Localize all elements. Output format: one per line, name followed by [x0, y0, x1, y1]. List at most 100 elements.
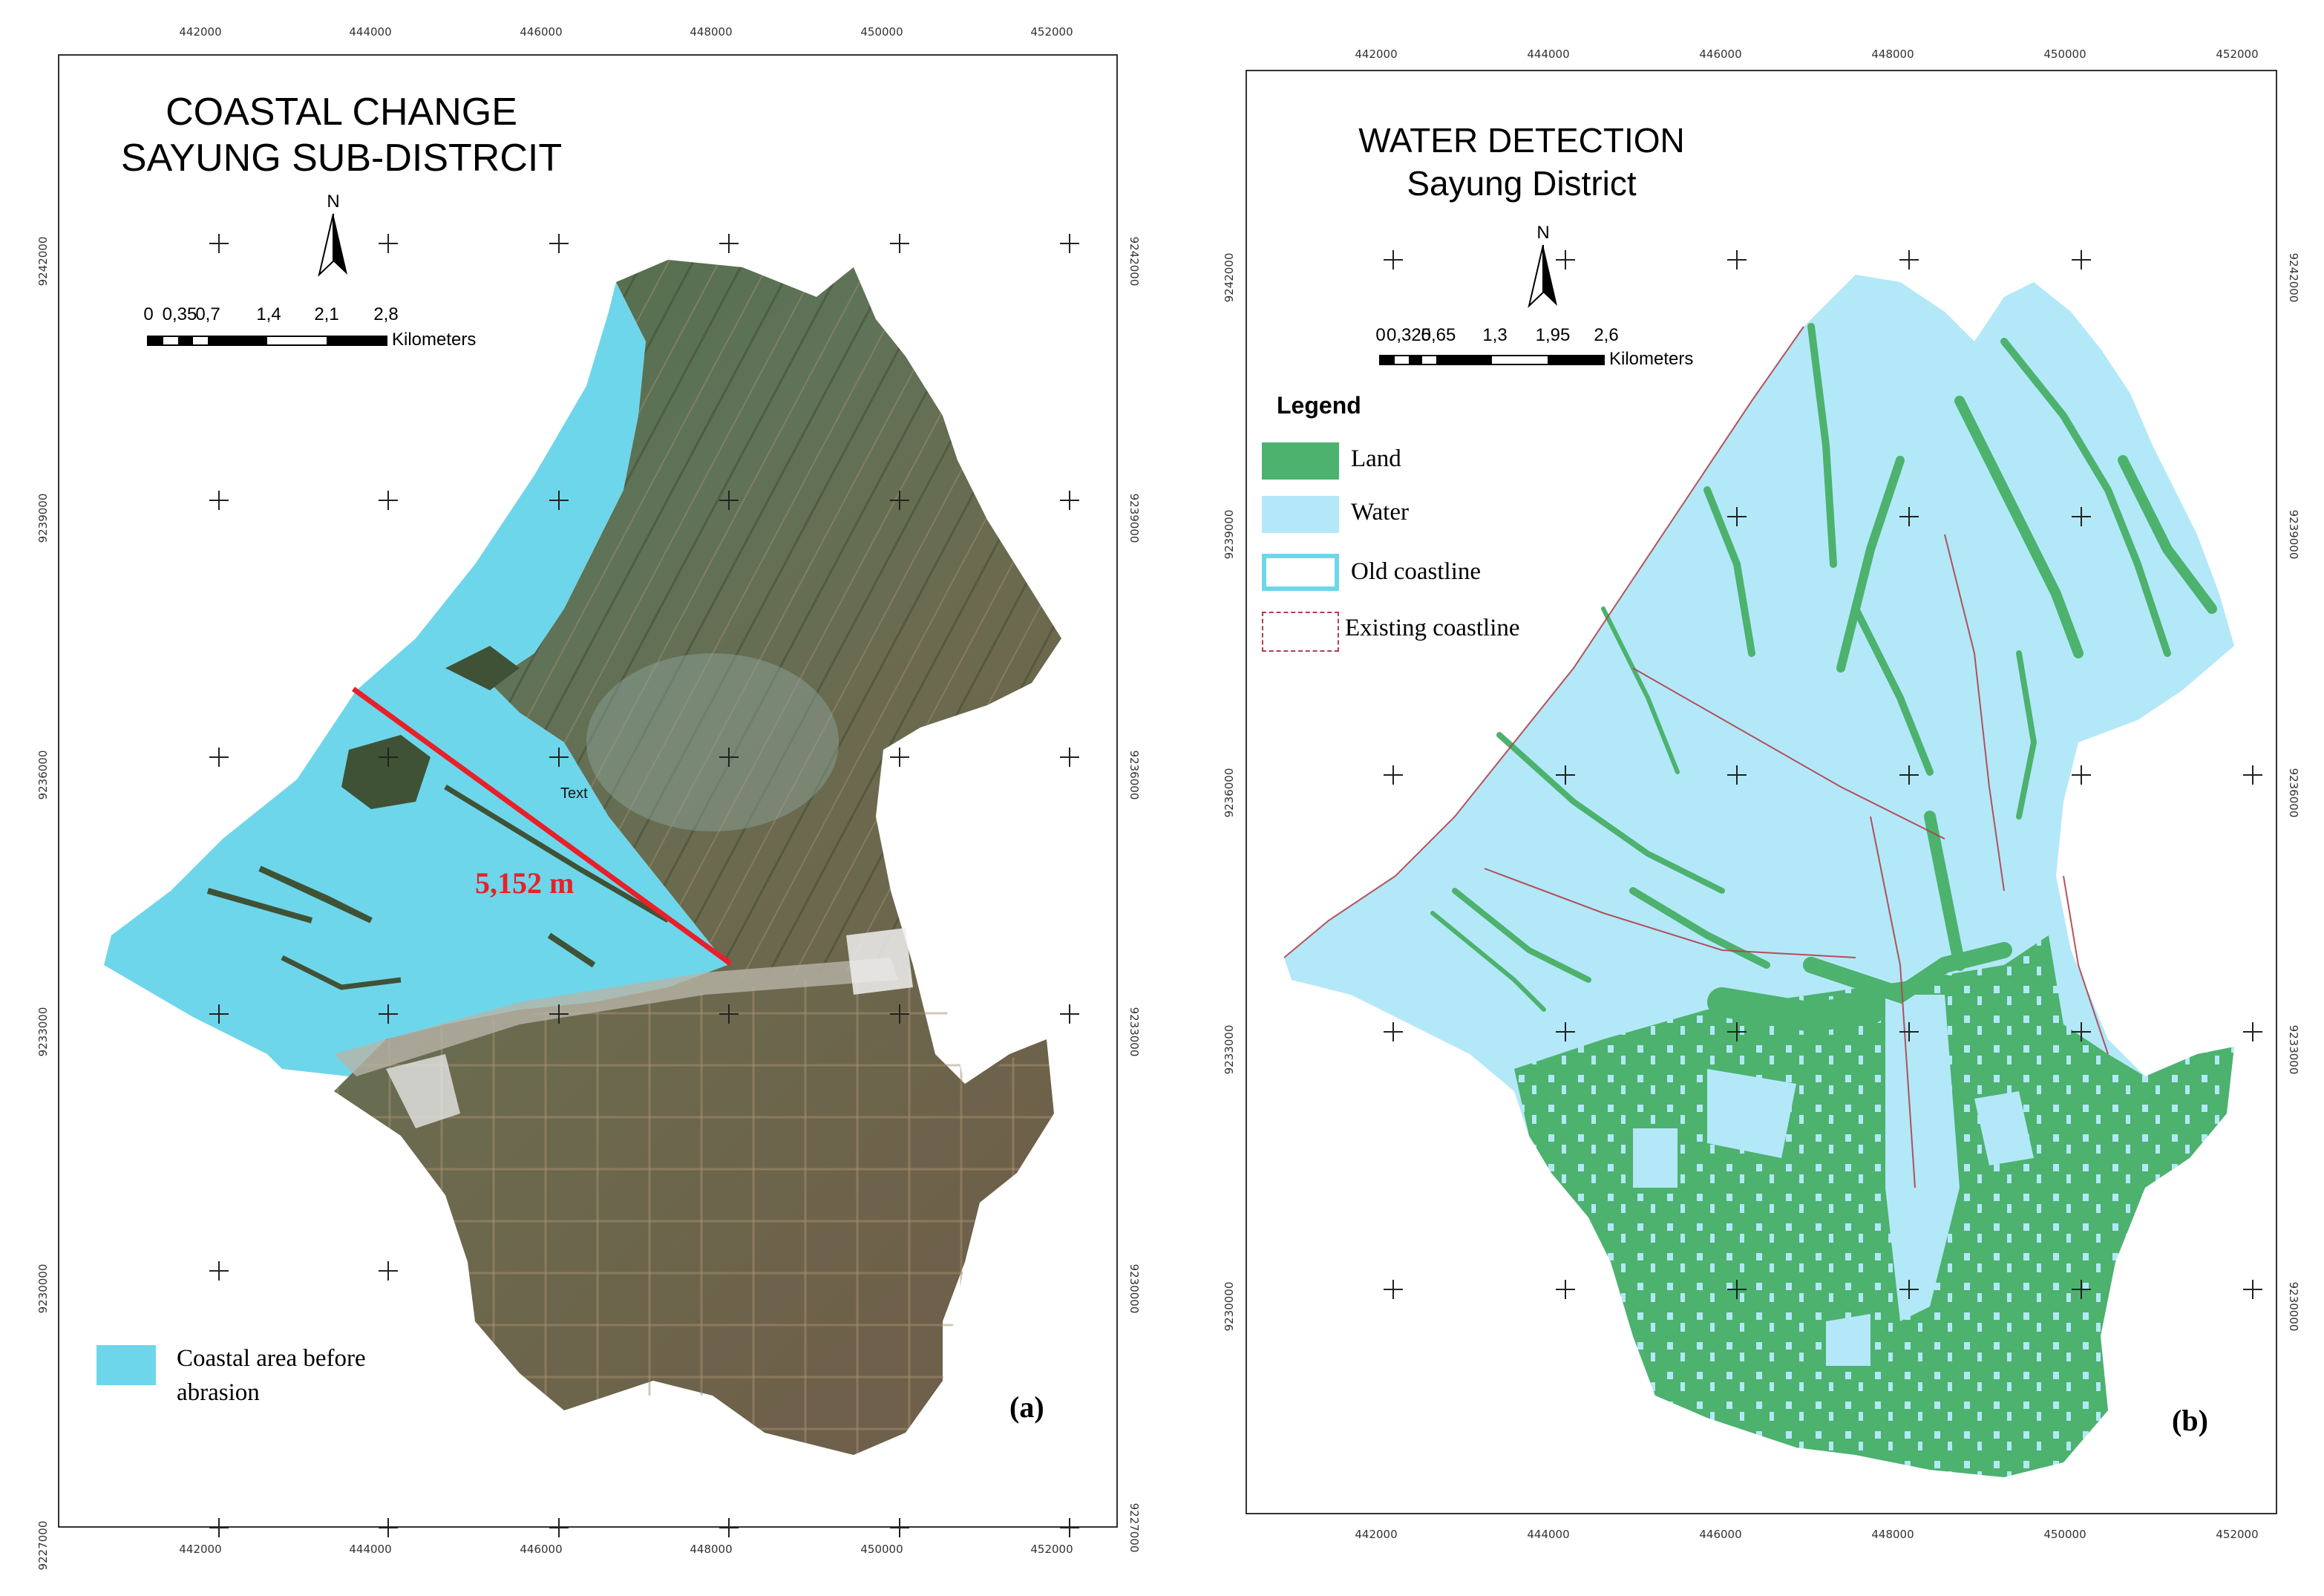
grid-cross — [379, 1518, 398, 1537]
legend-label-water: Water — [1351, 499, 1409, 526]
x-tick-bottom: 452000 — [1030, 1543, 1073, 1556]
panel-label-b: (b) — [2172, 1404, 2208, 1437]
grid-cross — [1899, 1022, 1919, 1041]
grid-cross — [1556, 1280, 1575, 1299]
text-label: Text — [560, 785, 588, 802]
grid-cross — [1727, 1022, 1747, 1041]
grid-cross — [1899, 1280, 1919, 1299]
map-title-b: WATER DETECTION Sayung District — [1306, 119, 1737, 205]
grid-cross — [549, 748, 569, 767]
grid-cross — [1060, 491, 1079, 510]
scale-bar-b: 0 0,325 0,65 1,3 1,95 2,6 Kilometers — [1375, 325, 1824, 377]
grid-cross — [379, 234, 398, 253]
distance-label: 5,152 m — [475, 866, 575, 900]
map-title-a: COASTAL CHANGE SAYUNG SUB-DISTRCIT — [82, 89, 601, 181]
legend-label-land: Land — [1351, 445, 1401, 472]
title-line-1: COASTAL CHANGE — [166, 91, 517, 134]
north-arrow-b: N — [1525, 223, 1562, 314]
land-area — [1514, 935, 2234, 1477]
scale-label: 1,4 — [256, 304, 281, 324]
grid-cross — [549, 234, 569, 253]
y-tick-left: 9239000 — [1222, 509, 1236, 560]
grid-cross — [1384, 250, 1403, 269]
y-tick-right: 9236000 — [2287, 768, 2300, 818]
grid-cross — [719, 234, 739, 253]
x-tick-bottom: 444000 — [1527, 1528, 1570, 1541]
scale-label: 0,35 — [162, 304, 197, 324]
y-tick-right: 9233000 — [2287, 1024, 2300, 1075]
grid-cross — [209, 234, 229, 253]
grid-cross — [1727, 507, 1747, 526]
scale-bar-graphic — [1379, 355, 1605, 365]
x-tick-top: 442000 — [1355, 48, 1398, 61]
grid-cross — [2072, 250, 2091, 269]
grid-cross — [2072, 1280, 2091, 1299]
grid-cross — [209, 748, 229, 767]
north-label: N — [1536, 223, 1550, 243]
grid-cross — [549, 491, 569, 510]
grid-cross — [549, 1518, 569, 1537]
title-line-2: SAYUNG SUB-DISTRCIT — [120, 137, 563, 180]
x-tick-top: 452000 — [1030, 25, 1073, 39]
x-tick-bottom: 444000 — [349, 1543, 392, 1556]
y-tick-left: 9242000 — [1222, 252, 1236, 303]
grid-cross — [1060, 748, 1079, 767]
grid-cross — [2072, 507, 2091, 526]
x-tick-bottom: 442000 — [179, 1543, 222, 1556]
legend-label-old-coastline: Old coastline — [1351, 558, 1482, 585]
scale-label: 0,65 — [1421, 325, 1456, 345]
grid-cross — [2243, 1280, 2262, 1299]
x-tick-top: 444000 — [1527, 48, 1570, 61]
grid-cross — [1899, 250, 1919, 269]
y-tick-left: 9233000 — [1222, 1024, 1236, 1075]
x-tick-top: 450000 — [860, 25, 903, 39]
grid-cross — [890, 1004, 909, 1024]
scale-label: 0 — [1375, 325, 1386, 345]
y-tick-right: 9242000 — [2287, 252, 2300, 303]
scale-unit: Kilometers — [392, 330, 477, 350]
scale-bar-graphic — [147, 336, 387, 346]
scale-label: 2,6 — [1594, 325, 1619, 345]
x-tick-bottom: 448000 — [690, 1543, 733, 1556]
x-tick-bottom: 450000 — [860, 1543, 903, 1556]
x-tick-bottom: 452000 — [2216, 1528, 2259, 1541]
scale-bar-a: 0 0,35 0,7 1,4 2,1 2,8 Kilometers — [143, 304, 592, 356]
grid-cross — [1384, 1022, 1403, 1041]
grid-cross — [1384, 1280, 1403, 1299]
grid-cross — [890, 491, 909, 510]
scale-label: 0 — [143, 304, 154, 324]
north-label: N — [327, 192, 340, 212]
grid-cross — [2072, 1022, 2091, 1041]
x-tick-top: 448000 — [690, 25, 733, 39]
scale-label: 0,325 — [1386, 325, 1432, 345]
x-tick-bottom: 442000 — [1355, 1528, 1398, 1541]
grid-cross — [209, 1004, 229, 1024]
title-line-2: Sayung District — [1407, 164, 1637, 203]
y-tick-right: 9230000 — [2287, 1281, 2300, 1332]
y-tick-left: 9236000 — [1222, 768, 1236, 818]
grid-cross — [890, 1518, 909, 1537]
grid-cross — [379, 748, 398, 767]
grid-cross — [2072, 765, 2091, 785]
scale-label: 2,1 — [314, 304, 339, 324]
grid-cross — [1060, 1004, 1079, 1024]
legend-label-line2: abrasion — [177, 1379, 260, 1406]
scale-label: 1,95 — [1535, 325, 1571, 345]
x-tick-top: 446000 — [520, 25, 563, 39]
legend-label-existing-coastline: Existing coastline — [1345, 615, 1520, 641]
x-tick-top: 444000 — [349, 25, 392, 39]
grid-cross — [1060, 234, 1079, 253]
grid-cross — [719, 491, 739, 510]
scale-label: 0,7 — [195, 304, 220, 324]
x-tick-top: 442000 — [179, 25, 222, 39]
north-arrow-icon — [1528, 244, 1557, 309]
legend-label-line1: Coastal area before — [177, 1345, 366, 1372]
coastal-area-swatch — [96, 1345, 156, 1385]
grid-cross — [379, 1004, 398, 1024]
grid-cross — [1556, 765, 1575, 785]
scale-label: 2,8 — [373, 304, 399, 324]
grid-cross — [1556, 1022, 1575, 1041]
coastal-area-before-abrasion — [104, 282, 727, 1076]
y-tick-left: 9230000 — [1222, 1281, 1236, 1332]
